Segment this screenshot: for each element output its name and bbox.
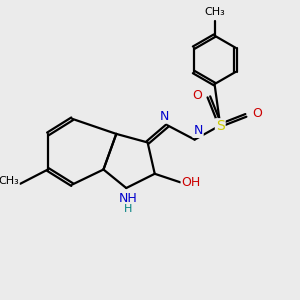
Text: O: O — [252, 107, 262, 121]
Text: CH₃: CH₃ — [204, 7, 225, 17]
Text: S: S — [216, 119, 225, 133]
Text: OH: OH — [182, 176, 201, 189]
Text: O: O — [193, 89, 202, 102]
Text: N: N — [159, 110, 169, 123]
Text: H: H — [124, 204, 132, 214]
Text: CH₃: CH₃ — [0, 176, 19, 187]
Text: N: N — [193, 124, 203, 137]
Text: NH: NH — [118, 192, 137, 206]
